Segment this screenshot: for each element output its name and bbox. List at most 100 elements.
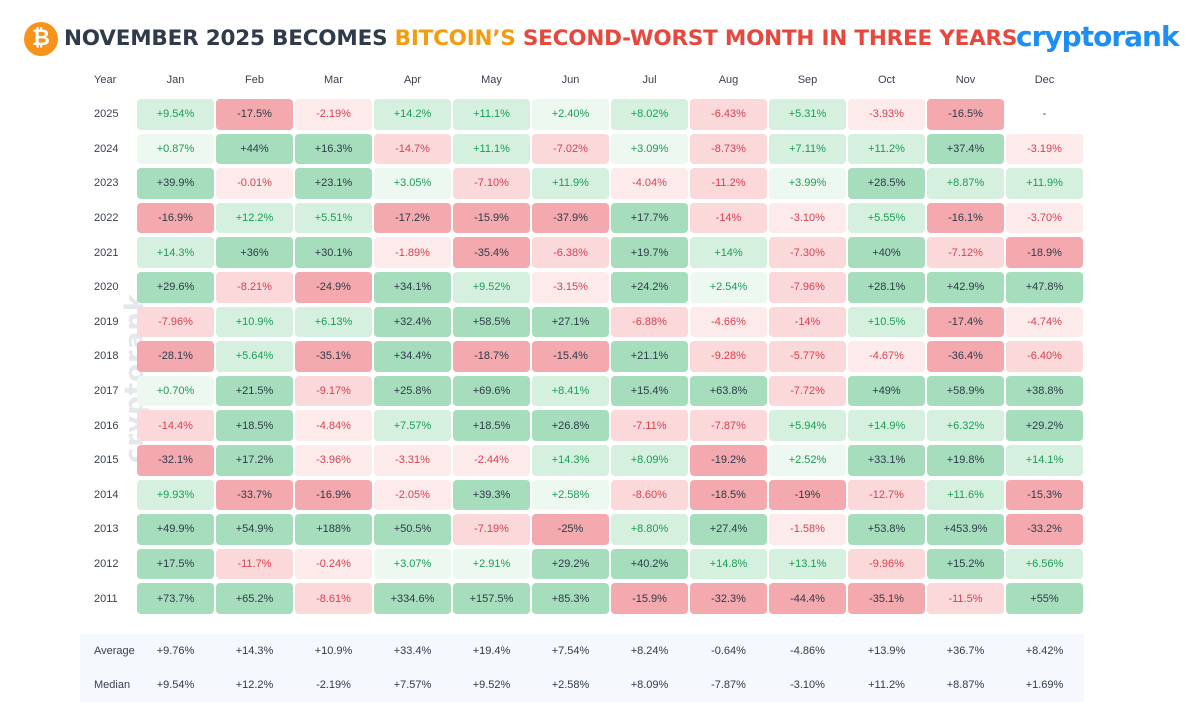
month-header-mar: Mar	[324, 74, 343, 86]
summary-median-apr: +7.57%	[393, 679, 432, 691]
cell-2023-feb: -0.01%	[216, 168, 293, 199]
cell-2019-jul: -6.88%	[611, 306, 688, 338]
cell-2015-jun: +14.3%	[532, 444, 609, 476]
cell-2022-aug: -14%	[690, 202, 767, 234]
cell-2017-may: +69.6%	[453, 375, 530, 407]
cell-2025-sep: +5.31%	[769, 99, 846, 130]
cell-2016-feb: +18.5%	[216, 410, 293, 441]
cell-2019-feb: +10.9%	[216, 306, 293, 338]
cell-2018-sep: -5.77%	[769, 341, 846, 372]
cell-2012-nov: +15.2%	[927, 548, 1004, 580]
cell-2017-mar: -9.17%	[295, 375, 372, 407]
cell-2017-jul: +15.4%	[611, 375, 688, 407]
cell-2022-oct: +5.55%	[848, 202, 925, 234]
cell-2015-apr: -3.31%	[374, 444, 451, 476]
cell-2023-jan: +39.9%	[137, 168, 214, 199]
cell-2014-feb: -33.7%	[216, 479, 293, 511]
cell-2015-oct: +33.1%	[848, 444, 925, 476]
summary-table: Average +9.76% +14.3% +10.9% +33.4% +19.4% +7.…	[80, 634, 1084, 702]
summary-median-may: +9.52%	[472, 679, 511, 691]
year-label-2019: 2019	[94, 315, 119, 328]
cell-2018-nov: -36.4%	[927, 341, 1004, 372]
summary-average-mar: +10.9%	[314, 645, 353, 657]
summary-median-jul: +8.09%	[630, 679, 669, 691]
cell-2024-feb: +44%	[216, 133, 293, 165]
summary-median-aug: -7.87%	[711, 679, 746, 691]
cell-2013-jan: +49.9%	[137, 514, 214, 545]
cell-2019-dec: -4.74%	[1006, 306, 1083, 338]
cell-2011-apr: +334.6%	[374, 583, 451, 614]
cell-2020-apr: +34.1%	[374, 271, 451, 303]
cell-2011-jan: +73.7%	[137, 583, 214, 614]
cell-2017-apr: +25.8%	[374, 375, 451, 407]
summary-average-oct: +13.9%	[867, 645, 906, 657]
year-label-2022: 2022	[94, 212, 119, 225]
cell-2016-jul: -7.11%	[611, 410, 688, 441]
cell-2020-feb: -8.21%	[216, 271, 293, 303]
cell-2019-apr: +32.4%	[374, 306, 451, 338]
cell-2012-jan: +17.5%	[137, 548, 214, 580]
month-header-aug: Aug	[718, 74, 739, 86]
cell-2020-mar: -24.9%	[295, 271, 372, 303]
month-header-dec: Dec	[1034, 74, 1055, 86]
cell-2013-oct: +53.8%	[848, 514, 925, 545]
cell-2023-apr: +3.05%	[374, 168, 451, 199]
cell-2024-jan: +0.87%	[137, 133, 214, 165]
cell-2021-feb: +36%	[216, 237, 293, 268]
cell-2019-jan: -7.96%	[137, 306, 214, 338]
cell-2015-feb: +17.2%	[216, 444, 293, 476]
year-label-2014: 2014	[94, 488, 119, 501]
cell-2012-dec: +6.56%	[1006, 548, 1083, 580]
cell-2017-oct: +49%	[848, 375, 925, 407]
year-column-header: Year	[94, 74, 117, 86]
year-label-2021: 2021	[94, 246, 119, 259]
summary-average-apr: +33.4%	[393, 645, 432, 657]
cell-2014-nov: +11.6%	[927, 479, 1004, 511]
cell-2015-jul: +8.09%	[611, 444, 688, 476]
summary-average-aug: -0.64%	[711, 645, 746, 657]
summary-average-nov: +36.7%	[946, 645, 985, 657]
cell-2022-nov: -16.1%	[927, 202, 1004, 234]
cell-2014-may: +39.3%	[453, 479, 530, 511]
cell-2022-jan: -16.9%	[137, 202, 214, 234]
cell-2025-mar: -2.19%	[295, 99, 372, 130]
year-label-2016: 2016	[94, 419, 119, 432]
cell-2012-oct: -9.96%	[848, 548, 925, 580]
month-header-nov: Nov	[955, 74, 976, 86]
cell-2020-jun: -3.15%	[532, 271, 609, 303]
cell-2019-sep: -14%	[769, 306, 846, 338]
cell-2011-jul: -15.9%	[611, 583, 688, 614]
cell-2013-jun: -25%	[532, 514, 609, 545]
cell-2018-jul: +21.1%	[611, 341, 688, 372]
header: ₿ NOVEMBER 2025 BECOMES BITCOIN’S SECOND…	[0, 0, 1200, 70]
cell-2025-nov: -16.5%	[927, 99, 1004, 130]
year-label-2015: 2015	[94, 454, 119, 467]
cell-2011-jun: +85.3%	[532, 583, 609, 614]
cell-2024-apr: -14.7%	[374, 133, 451, 165]
cell-2014-dec: -15.3%	[1006, 479, 1083, 511]
cell-2016-nov: +6.32%	[927, 410, 1004, 441]
cell-2023-dec: +11.9%	[1006, 168, 1083, 199]
summary-average-sep: -4.86%	[790, 645, 825, 657]
cell-2022-apr: -17.2%	[374, 202, 451, 234]
cell-2020-nov: +42.9%	[927, 271, 1004, 303]
summary-average-jan: +9.76%	[156, 645, 195, 657]
cell-2022-may: -15.9%	[453, 202, 530, 234]
cell-2017-feb: +21.5%	[216, 375, 293, 407]
year-label-2017: 2017	[94, 385, 119, 398]
year-label-2020: 2020	[94, 281, 119, 294]
cell-2018-dec: -6.40%	[1006, 341, 1083, 372]
cell-2021-jun: -6.38%	[532, 237, 609, 268]
cell-2015-aug: -19.2%	[690, 444, 767, 476]
cell-2012-may: +2.91%	[453, 548, 530, 580]
cell-2022-jun: -37.9%	[532, 202, 609, 234]
cell-2013-apr: +50.5%	[374, 514, 451, 545]
cell-2015-may: -2.44%	[453, 444, 530, 476]
cell-2017-aug: +63.8%	[690, 375, 767, 407]
cell-2023-aug: -11.2%	[690, 168, 767, 199]
title-part-3: SECOND-WORST MONTH IN THREE YEARS	[515, 26, 1018, 51]
cell-2012-jun: +29.2%	[532, 548, 609, 580]
cell-2014-oct: -12.7%	[848, 479, 925, 511]
cell-2018-may: -18.7%	[453, 341, 530, 372]
cell-2021-mar: +30.1%	[295, 237, 372, 268]
